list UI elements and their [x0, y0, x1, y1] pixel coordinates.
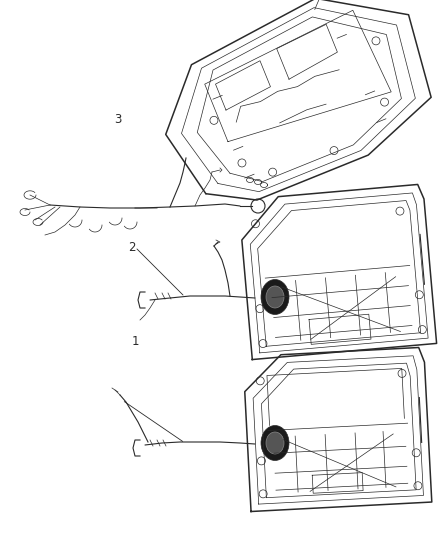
- Ellipse shape: [266, 286, 284, 308]
- Ellipse shape: [261, 425, 289, 461]
- Text: 3: 3: [115, 114, 122, 126]
- Text: 2: 2: [127, 241, 135, 254]
- Text: 1: 1: [132, 335, 140, 348]
- Ellipse shape: [261, 279, 289, 314]
- Ellipse shape: [266, 432, 284, 454]
